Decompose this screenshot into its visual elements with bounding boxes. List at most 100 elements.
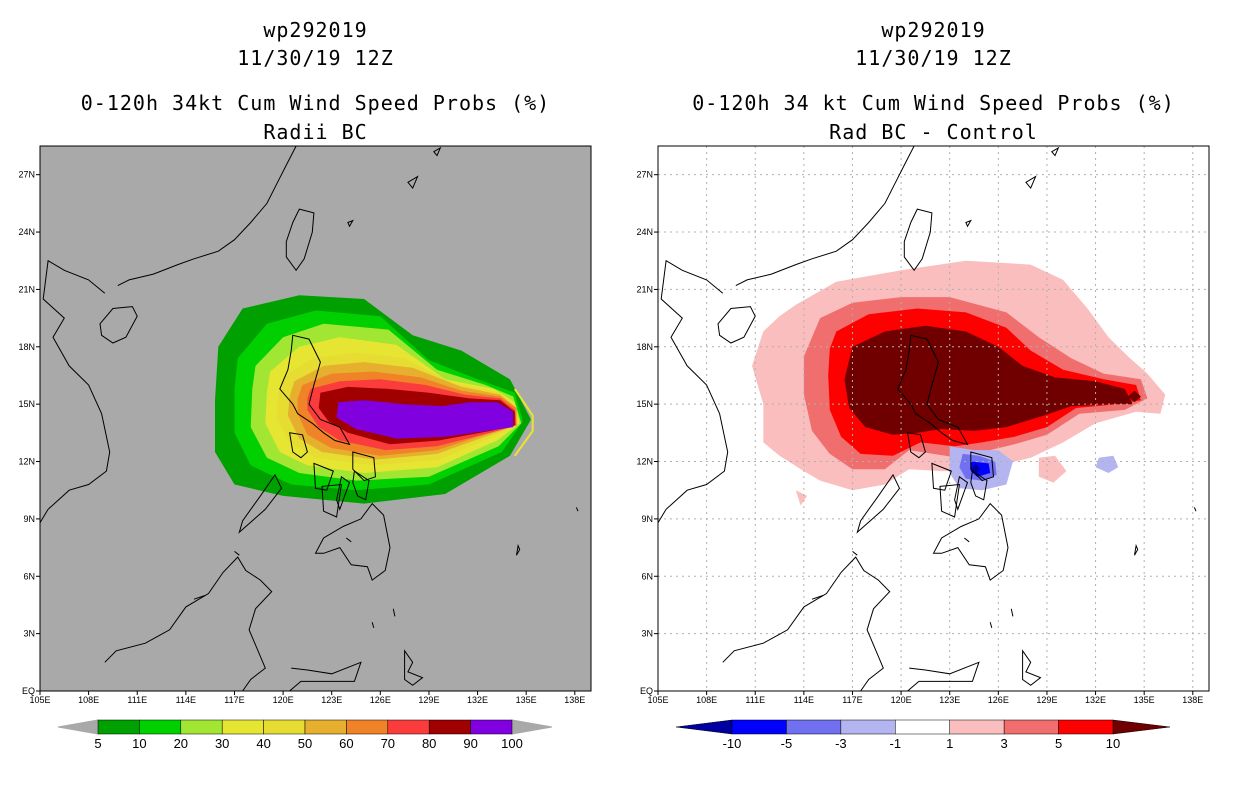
- colorbar-label: -1: [890, 736, 902, 751]
- coastline-luzon: [897, 334, 969, 446]
- coastline-talaud: [1010, 608, 1014, 617]
- coastline-yap: [575, 507, 579, 512]
- right-date: 11/30/19 12Z: [855, 46, 1012, 70]
- coastline-asia: [40, 259, 111, 538]
- x-tick-label: 132E: [1085, 695, 1106, 705]
- coastline-sulawesi: [289, 661, 362, 691]
- prob-band-90: [336, 400, 514, 439]
- x-tick-label: 138E: [1182, 695, 1203, 705]
- coastline-halmahera: [404, 649, 424, 686]
- y-tick-label: 3N: [641, 629, 653, 639]
- coastline-palau: [1134, 543, 1139, 556]
- y-tick-label: 21N: [18, 284, 35, 294]
- coastline-lanao: [345, 537, 352, 543]
- colorbar-label: -5: [781, 736, 793, 751]
- coastline-ryukyu2: [965, 219, 972, 228]
- coastline-china: [117, 146, 297, 287]
- colorbar-swatch: [263, 719, 306, 735]
- coastline-ryukyu2: [347, 219, 354, 228]
- y-tick-label: 24N: [18, 227, 35, 237]
- coastline-ryukyu3: [1051, 146, 1060, 157]
- x-tick-label: 135E: [516, 695, 537, 705]
- y-tick-label: EQ: [22, 686, 35, 696]
- colorbar-left: 5 10 20 30 40 50 60 70 80 90 100: [57, 719, 553, 751]
- x-tick-label: 123E: [321, 695, 342, 705]
- coastline-leyte: [352, 470, 370, 501]
- colorbar-swatch: [949, 719, 1005, 735]
- x-tick-label: 114E: [794, 695, 814, 705]
- coastline-leyte: [970, 470, 988, 501]
- y-tick-label: 6N: [641, 571, 653, 581]
- coastline-mindoro: [906, 432, 926, 459]
- coastline-banggi: [852, 551, 858, 556]
- diff-band-positive-small: [1038, 455, 1067, 483]
- y-tick-label: 6N: [23, 571, 35, 581]
- coastline-taiwan: [903, 208, 933, 272]
- coastline-ryukyu1: [407, 175, 419, 190]
- colorbar-swatch: [895, 719, 950, 735]
- y-tick-label: 24N: [636, 227, 653, 237]
- y-tick-label: 9N: [641, 514, 653, 524]
- right-chart-title: 0-120h 34 kt Cum Wind Speed Probs (%): [692, 91, 1175, 115]
- coastline-taiwan: [285, 208, 315, 272]
- x-tick-label: 111E: [745, 695, 765, 705]
- colorbar-swatch: [786, 719, 842, 735]
- colorbar-swatch: [731, 719, 787, 735]
- coastline-negros: [939, 483, 960, 518]
- coastline-palawan: [238, 473, 283, 534]
- coastline-luzon: [279, 334, 351, 446]
- panel-left-plot: 105E 108E 111E 114E 117E 120E 123E 126E 129E 132E…: [18, 145, 592, 705]
- colorbar-label: -10: [723, 736, 742, 751]
- plot-frame: [657, 145, 1210, 692]
- colorbar-label: 5: [1055, 736, 1062, 751]
- colorbar-right: -10 -5 -3 -1 1 3 5 10: [675, 719, 1171, 751]
- coastline-brunei: [193, 594, 206, 600]
- coastline-asia: [658, 259, 729, 538]
- colorbar-swatch: [97, 719, 140, 735]
- colorbar-label: 50: [298, 736, 312, 751]
- prob-edge: [513, 388, 534, 457]
- colorbar-label: 20: [174, 736, 188, 751]
- y-tick-label: 18N: [636, 342, 653, 352]
- colorbar-extend-high: [1112, 719, 1171, 735]
- coastline-talaud: [392, 608, 396, 617]
- coastline-brunei: [811, 594, 824, 600]
- plot-frame: [39, 145, 592, 692]
- coastline-palau: [516, 543, 521, 556]
- y-tick-label: 21N: [636, 284, 653, 294]
- colorbar-swatch: [139, 719, 182, 735]
- y-tick-label: 15N: [636, 399, 653, 409]
- left-date: 11/30/19 12Z: [237, 46, 394, 70]
- coastline-samar: [970, 451, 995, 482]
- x-tick-label: 105E: [29, 695, 50, 705]
- colorbar-swatch: [304, 719, 347, 735]
- y-tick-label: 12N: [18, 457, 35, 467]
- diff-band-positive: [1128, 390, 1141, 403]
- colorbar-label: -3: [835, 736, 847, 751]
- colorbar-extend-low: [675, 719, 733, 735]
- plot-area: [658, 146, 1209, 691]
- coastline-yap: [1193, 507, 1197, 512]
- colorbar-swatch: [1058, 719, 1114, 735]
- colorbar-label: 3: [1001, 736, 1008, 751]
- colorbar-label: 10: [1106, 736, 1120, 751]
- coastline-mindanao: [314, 502, 391, 581]
- right-storm-id: wp292019: [881, 18, 986, 42]
- x-tick-label: 108E: [78, 695, 99, 705]
- colorbar-swatch: [387, 719, 430, 735]
- coastline-sanguihe: [371, 622, 375, 629]
- colorbar-label: 70: [381, 736, 395, 751]
- coastline-halmahera: [1022, 649, 1042, 686]
- coastline-sanguihe: [989, 622, 993, 629]
- x-tick-label: 114E: [176, 695, 196, 705]
- x-tick-label: 105E: [647, 695, 668, 705]
- coastline-hainan: [717, 306, 756, 344]
- coastline-sulawesi: [907, 661, 980, 691]
- coastline-borneo: [722, 556, 891, 691]
- coastline-samar: [352, 451, 377, 482]
- coastline-negros: [321, 483, 342, 518]
- y-tick-label: 12N: [636, 457, 653, 467]
- x-tick-label: 123E: [939, 695, 960, 705]
- left-chart-subtitle: Radii BC: [263, 120, 368, 144]
